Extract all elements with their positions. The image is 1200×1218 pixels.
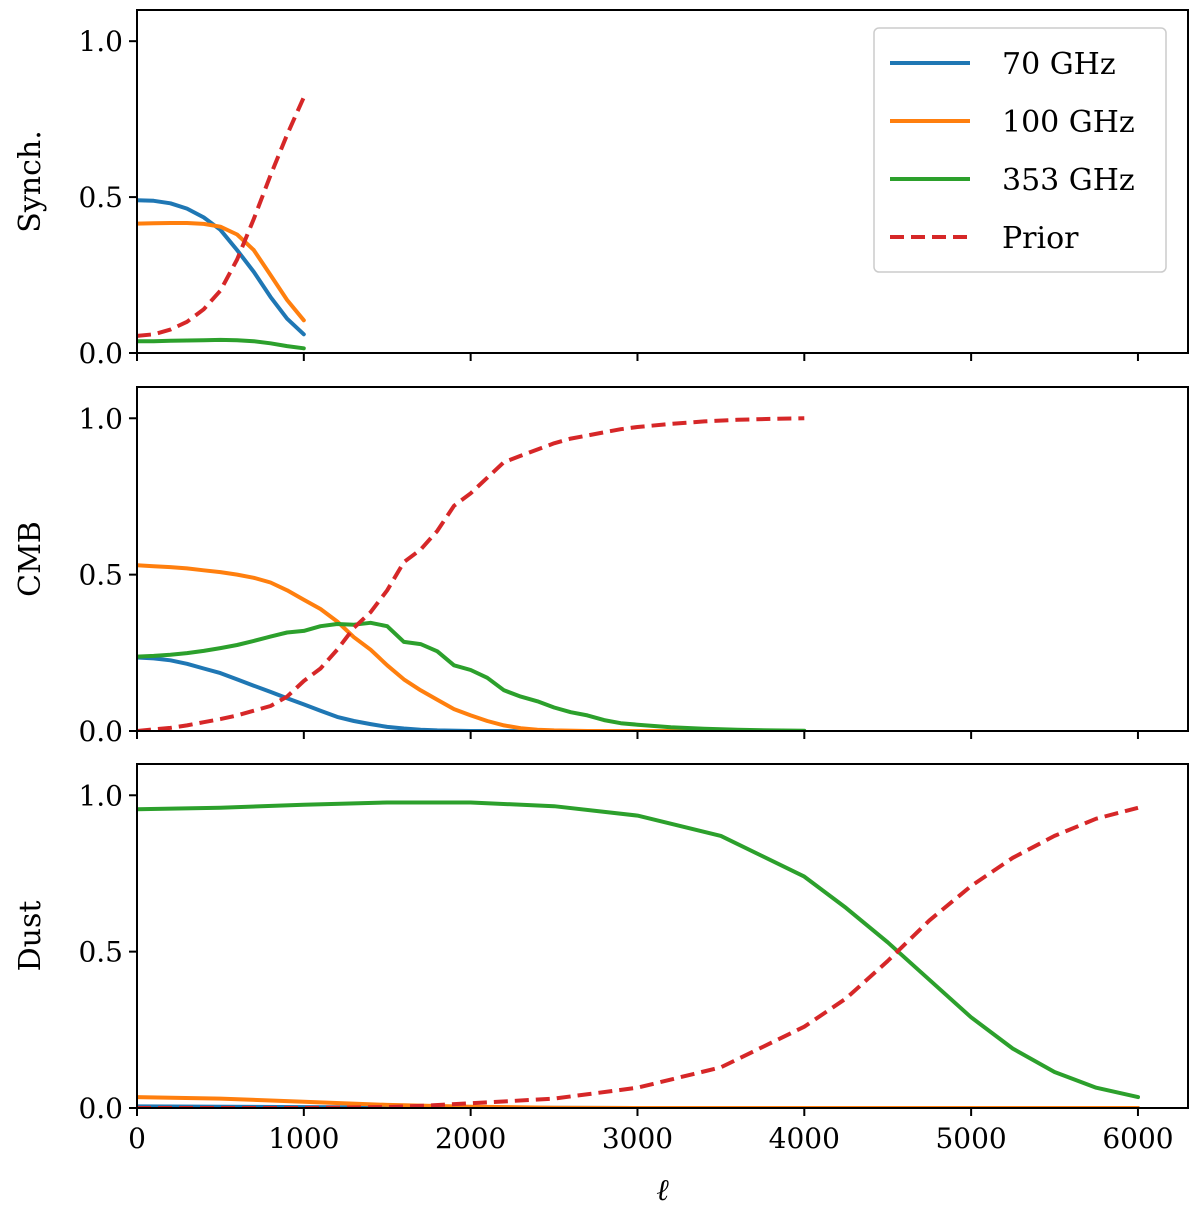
panel-frame bbox=[136, 9, 1189, 354]
y-tick-label: 1.0 bbox=[78, 402, 123, 435]
y-tick-label: 0.5 bbox=[78, 936, 123, 969]
legend-label: 353 GHz bbox=[1002, 163, 1135, 198]
panel-frame bbox=[136, 386, 1189, 732]
series-line-prior bbox=[137, 96, 306, 338]
series-line-70-ghz bbox=[137, 198, 306, 337]
y-tick-label: 0.0 bbox=[78, 337, 123, 370]
x-tick-label: 6000 bbox=[1102, 1122, 1173, 1155]
legend-label: Prior bbox=[1002, 221, 1079, 256]
panel-0: 0.0 0.5 1.0 Synch. bbox=[13, 9, 1189, 370]
y-axis-label: Dust bbox=[13, 901, 48, 972]
legend-frame bbox=[873, 27, 1167, 273]
series-line-100-ghz bbox=[137, 221, 306, 323]
x-tick-label: 3000 bbox=[602, 1122, 673, 1155]
x-tick-label: 5000 bbox=[935, 1122, 1006, 1155]
legend-label: 100 GHz bbox=[1002, 105, 1135, 140]
series-line-353-ghz bbox=[137, 337, 306, 351]
legend: 70 GHz 100 GHz 353 GHz Prior bbox=[873, 27, 1167, 273]
series-line-353-ghz bbox=[137, 800, 1140, 1100]
x-tick-label: 1000 bbox=[268, 1122, 339, 1155]
y-tick-label: 0.0 bbox=[78, 715, 123, 748]
panel-1: 0.0 0.5 1.0 CMB bbox=[13, 386, 1189, 748]
x-tick-label: 4000 bbox=[769, 1122, 840, 1155]
y-tick-label: 0.0 bbox=[78, 1092, 123, 1125]
series-line-prior bbox=[137, 805, 1139, 1108]
x-axis-label: ℓ bbox=[656, 1173, 669, 1208]
legend-label: 70 GHz bbox=[1002, 47, 1116, 82]
x-tick-label: 0 bbox=[128, 1122, 146, 1155]
y-tick-label: 1.0 bbox=[78, 25, 123, 58]
chart-panels: 0.0 0.5 1.0 Synch. 0.0 0.5 1.0 CMB 0.0 0.5 1.0 0 100… bbox=[13, 9, 1189, 1155]
y-tick-label: 0.5 bbox=[78, 559, 123, 592]
x-tick-label: 2000 bbox=[435, 1122, 506, 1155]
y-axis-label: CMB bbox=[13, 521, 48, 597]
series-line-prior bbox=[137, 416, 805, 731]
panel-2: 0.0 0.5 1.0 0 1000 2000 3000 4000 5000 6000 Dust bbox=[13, 763, 1189, 1155]
panel-frame bbox=[136, 763, 1189, 1109]
y-tick-label: 1.0 bbox=[78, 779, 123, 812]
y-axis-label: Synch. bbox=[13, 130, 48, 232]
series-line-100-ghz bbox=[137, 563, 807, 731]
series-line-353-ghz bbox=[137, 620, 807, 731]
y-tick-label: 0.5 bbox=[78, 181, 123, 214]
